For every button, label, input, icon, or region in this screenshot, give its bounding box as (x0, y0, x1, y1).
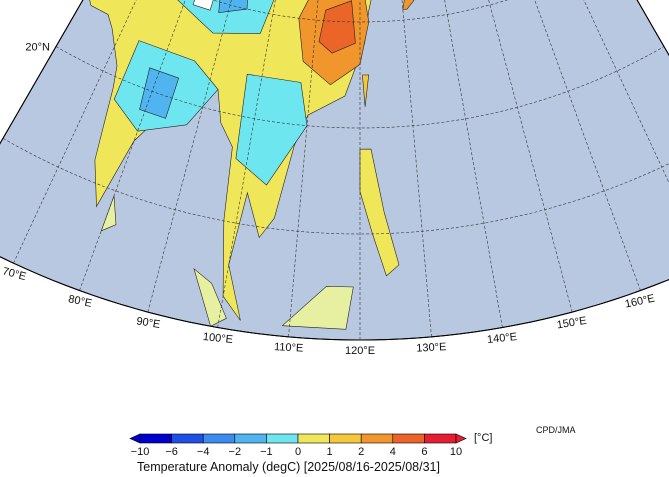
lon-label-bottom: 150°E (556, 315, 588, 332)
anomaly-cool-indochina (235, 73, 308, 186)
colorbar-swatch (360, 433, 394, 444)
colorbar-tick-label: −6 (165, 446, 178, 458)
colorbar-tick-label: −1 (260, 446, 273, 458)
lon-label-bottom: 80°E (67, 293, 93, 310)
anomaly-colder-tibet (218, 0, 250, 14)
land-philippines (359, 148, 400, 277)
lon-label-bottom: 120°E (345, 345, 375, 357)
colorbar: −10 −6 −4 −2 −1 0 1 2 4 6 10 (129, 433, 467, 458)
anomaly-cool-tibet (175, 0, 277, 34)
colorbar-tick-label: 1 (327, 446, 333, 458)
latitude-labels-left: 80°N70°N60°N50°N40°N30°N20°N10°N0° (25, 42, 50, 54)
colorbar-tick-label: 4 (390, 446, 396, 458)
meridian-line (217, 0, 366, 328)
colorbar-swatch (234, 433, 267, 444)
colorbar-tick-label: −2 (229, 446, 242, 458)
figure-title: Temperature Anomaly (degC) [2025/08/16-2… (137, 460, 440, 474)
colorbar-tick-label: 2 (358, 446, 364, 458)
colorbar-arrow-right (455, 433, 467, 444)
colorbar-swatch (329, 433, 362, 444)
meridian-line (147, 0, 368, 313)
lat-label-left: 20°N (25, 42, 50, 54)
land-asia (87, 0, 453, 321)
colorbar-tick-label: 0 (295, 446, 301, 458)
meridian-line (350, 0, 641, 291)
map-frame (0, 0, 669, 341)
lon-label-bottom: 90°E (135, 315, 161, 331)
colorbar-unit: [°C] (474, 432, 492, 444)
colorbar-swatch (139, 433, 172, 444)
land-taiwan (362, 74, 370, 107)
colorbar-swatch (424, 433, 457, 444)
meridian-line (347, 0, 669, 264)
lon-label-bottom: 110°E (274, 341, 304, 355)
meridian-line (13, 0, 373, 264)
lon-label-bottom: 160°E (624, 293, 656, 311)
anomaly-hot-china (318, 0, 356, 54)
meridian-line (354, 0, 503, 328)
colorbar-swatch (171, 433, 204, 444)
colorbar-arrow-left (129, 433, 141, 444)
meridian-line (357, 0, 432, 337)
nodata-tibet (192, 0, 217, 11)
lon-label-bottom: 130°E (416, 341, 447, 355)
colorbar-swatch (202, 433, 236, 444)
lon-label-bottom: 70°E (1, 265, 27, 283)
colorbar-tick-label: 6 (421, 446, 427, 458)
meridian-line (79, 0, 370, 291)
graticule (2, 0, 669, 340)
credit-label: CPD/JMA (536, 425, 576, 435)
colorbar-tick-label: −4 (197, 446, 210, 458)
colorbar-tick-label: 10 (450, 446, 462, 458)
longitude-labels-bottom: 60°E70°E80°E90°E100°E110°E120°E130°E140°… (1, 265, 656, 357)
lon-label-bottom: 100°E (202, 331, 233, 346)
lon-label-bottom: 140°E (486, 331, 517, 346)
meridian-line (288, 0, 363, 337)
land-layer (87, 0, 453, 330)
colorbar-swatch (392, 433, 425, 444)
colorbar-tick-label: −10 (131, 446, 150, 458)
colorbar-swatch (266, 433, 299, 444)
land-borneo (281, 285, 354, 330)
land-sumatra (193, 267, 227, 327)
anomaly-colder-india (139, 67, 180, 119)
meridian-line (352, 0, 573, 313)
colorbar-swatch (297, 433, 330, 444)
